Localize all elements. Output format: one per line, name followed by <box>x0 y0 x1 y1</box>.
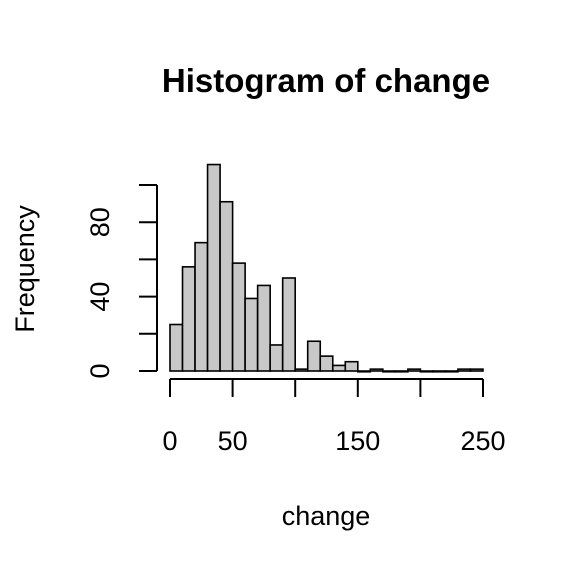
histogram-bar <box>394 370 409 373</box>
histogram-bar <box>256 284 271 372</box>
histogram-bar <box>419 370 434 373</box>
histogram-bar <box>194 241 209 372</box>
histogram-bar <box>281 277 296 372</box>
histogram-bar <box>319 355 334 372</box>
x-axis-label: change <box>282 501 371 531</box>
histogram-bar <box>306 340 322 372</box>
x-tick-label: 150 <box>335 426 380 456</box>
histogram-bar <box>344 360 359 372</box>
histogram-bar <box>457 368 472 372</box>
histogram-bars <box>169 163 484 373</box>
histogram-bar <box>206 163 221 372</box>
histogram-bar <box>407 368 422 372</box>
histogram-bar <box>244 297 259 372</box>
chart-title: Histogram of change <box>162 62 490 99</box>
histogram-bar <box>269 344 284 372</box>
histogram-bar <box>181 266 196 372</box>
x-tick-label: 0 <box>162 426 177 456</box>
y-axis: 0 40 80 <box>85 184 158 379</box>
y-tick-label: 40 <box>85 282 115 312</box>
x-tick-label: 250 <box>460 426 505 456</box>
histogram-bar <box>369 368 384 372</box>
histogram-bar <box>444 370 459 373</box>
histogram-bar <box>356 370 372 373</box>
y-tick-label: 0 <box>85 363 115 378</box>
histogram-bar <box>231 262 246 372</box>
histogram-bar <box>219 200 234 372</box>
y-axis-label: Frequency <box>10 205 40 333</box>
histogram-bar <box>294 368 309 372</box>
histogram-bar <box>331 364 347 372</box>
histogram-bar <box>169 323 184 372</box>
y-tick-label: 80 <box>85 207 115 237</box>
x-axis: 0 50 150 250 <box>162 378 506 456</box>
x-tick-label: 50 <box>218 426 248 456</box>
histogram-bar <box>432 370 447 373</box>
histogram-bar <box>469 368 484 372</box>
histogram-bar <box>382 370 397 373</box>
